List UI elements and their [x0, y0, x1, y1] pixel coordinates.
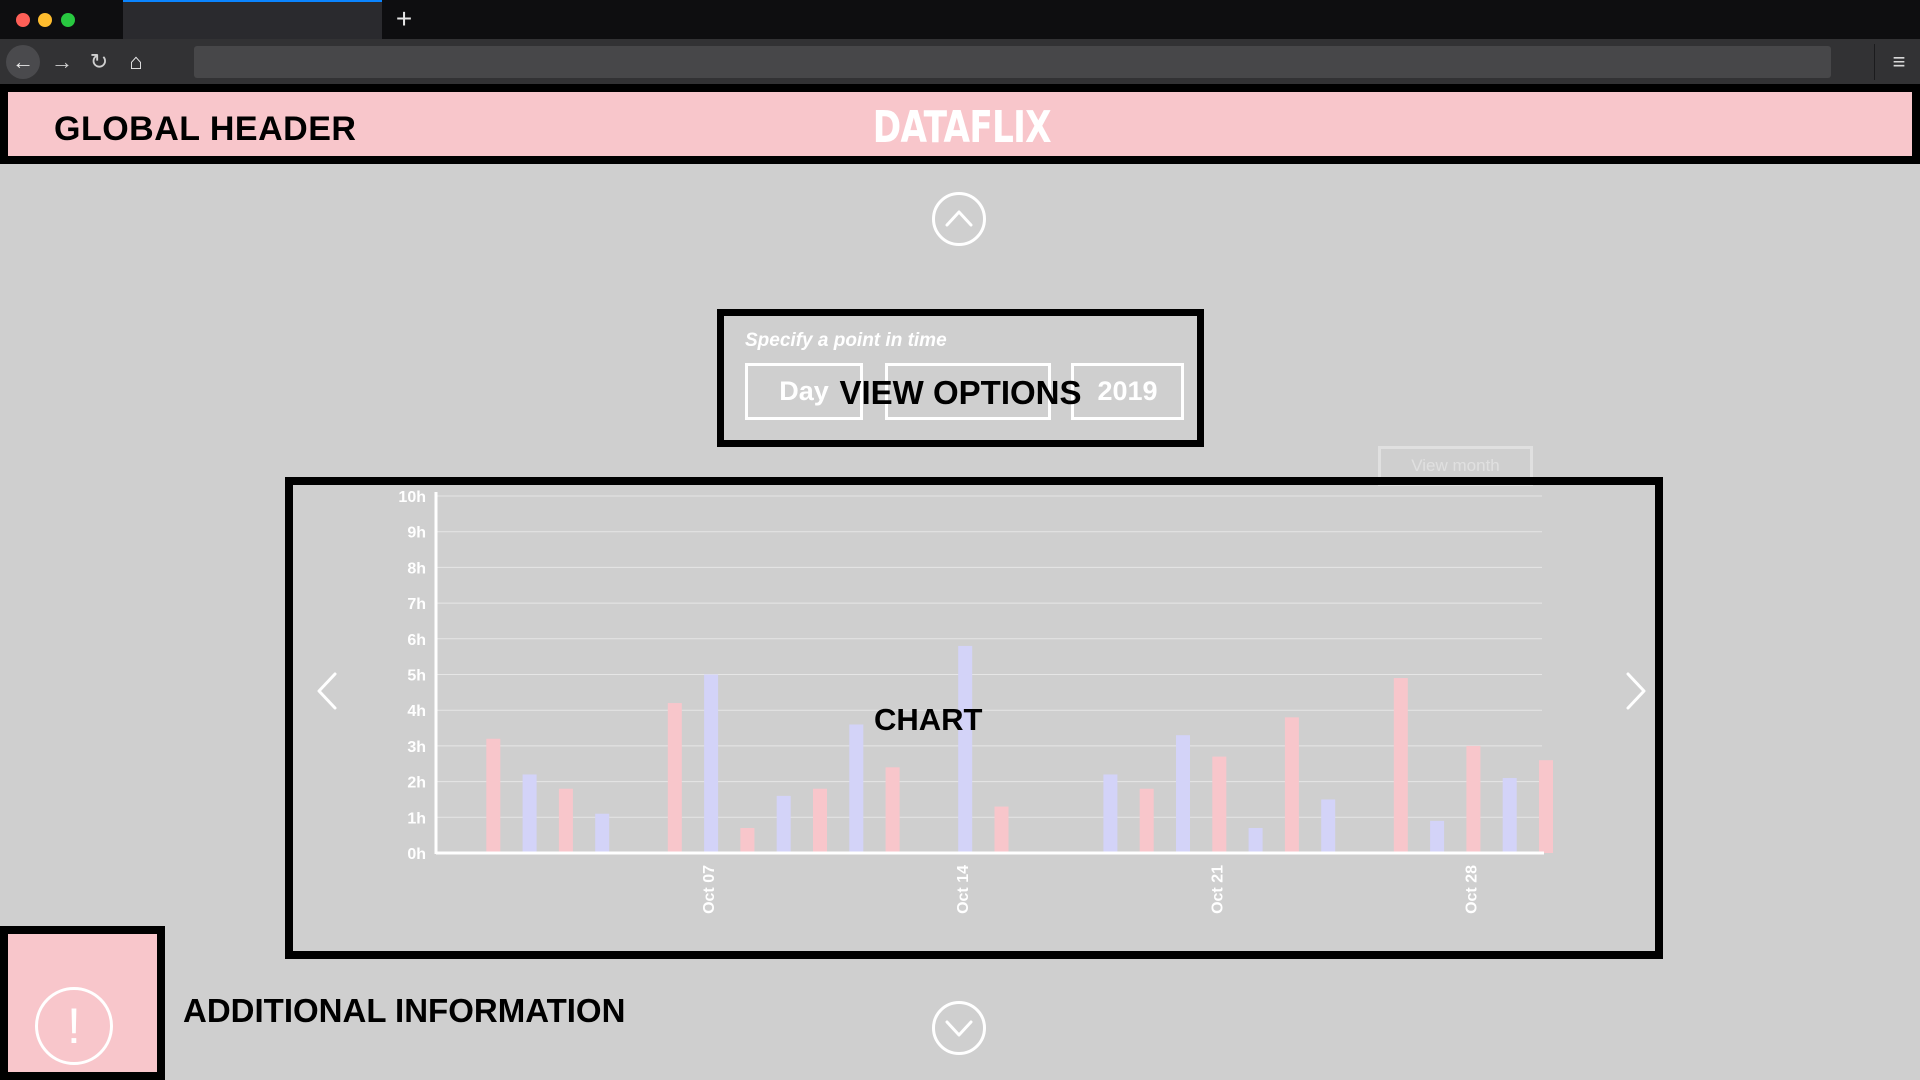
additional-information-label: ADDITIONAL INFORMATION	[183, 992, 626, 1029]
reload-button[interactable]: ↻	[82, 45, 116, 79]
chart-label: CHART	[874, 702, 983, 737]
close-window-button[interactable]	[16, 13, 30, 27]
home-icon: ⌂	[129, 49, 143, 74]
x-tick-label: Oct 21	[1209, 865, 1226, 914]
bar	[885, 767, 900, 853]
bar	[994, 806, 1009, 853]
bar	[1466, 745, 1481, 853]
y-tick-label: 8h	[407, 560, 426, 577]
y-tick-label: 4h	[407, 703, 426, 720]
alert-icon[interactable]: !	[35, 987, 113, 1065]
x-tick-label: Oct 07	[701, 865, 718, 914]
scroll-down-button[interactable]	[932, 1001, 986, 1055]
y-tick-label: 6h	[407, 632, 426, 649]
chart-next-arrow-icon[interactable]	[1616, 666, 1656, 716]
y-tick-label: 1h	[407, 810, 426, 827]
back-button[interactable]: ←	[6, 45, 40, 79]
y-tick-label: 5h	[407, 668, 426, 685]
bar	[1321, 799, 1336, 853]
chevron-down-icon	[945, 1020, 973, 1037]
time-point-hint: Specify a point in time	[745, 330, 947, 351]
bar	[1539, 760, 1553, 853]
bar	[1284, 717, 1299, 853]
back-arrow-icon: ←	[12, 49, 34, 74]
x-tick-label: Oct 28	[1463, 865, 1480, 914]
y-tick-label: 3h	[407, 739, 426, 756]
url-bar[interactable]	[194, 46, 1831, 78]
y-tick-label: 9h	[407, 525, 426, 542]
bar	[558, 788, 573, 853]
y-tick-label: 7h	[407, 596, 426, 613]
day-selector[interactable]: Day	[745, 363, 863, 420]
bar	[776, 795, 791, 853]
dataflix-logo[interactable]: DATAFLIX	[872, 102, 1052, 153]
reload-icon: ↻	[89, 49, 109, 74]
new-tab-button[interactable]: +	[395, 3, 413, 34]
bar-chart: 0h 1h 2h 3h 4h 5h 6h 7h 8h 9h 10h Oct 07 Oct 14 Oct 2…	[398, 489, 1553, 914]
bar	[1248, 828, 1263, 853]
bar	[1393, 678, 1408, 853]
bar	[595, 813, 610, 853]
view-options-panel: Specify a point in time Day 2019 VIEW OP…	[717, 309, 1204, 447]
global-header: GLOBAL HEADER DATAFLIX	[0, 84, 1920, 164]
bar	[1212, 756, 1227, 853]
year-selector[interactable]: 2019	[1071, 363, 1184, 420]
bar	[522, 774, 537, 853]
bar	[486, 738, 501, 853]
info-panel[interactable]: !	[0, 926, 165, 1080]
toolbar-divider	[1874, 44, 1875, 80]
bar	[704, 674, 719, 853]
menu-button[interactable]: ≡	[1882, 45, 1916, 79]
month-selector[interactable]	[885, 363, 1051, 420]
x-tick-label: Oct 14	[955, 865, 972, 914]
minimize-window-button[interactable]	[38, 13, 52, 27]
y-tick-label: 0h	[407, 846, 426, 863]
home-button[interactable]: ⌂	[119, 45, 153, 79]
bar	[1103, 774, 1118, 853]
bar	[740, 828, 755, 853]
bar	[813, 788, 827, 853]
y-tick-label: 10h	[398, 489, 426, 506]
bar	[1502, 778, 1517, 853]
view-options-label: VIEW OPTIONS	[839, 374, 1082, 411]
chevron-up-icon	[945, 210, 973, 227]
browser-tab[interactable]	[123, 0, 382, 39]
bar	[1430, 820, 1445, 853]
forward-button[interactable]: →	[45, 45, 79, 79]
bar	[1176, 735, 1190, 853]
global-header-label: GLOBAL HEADER	[54, 110, 357, 148]
bar	[1139, 788, 1154, 853]
maximize-window-button[interactable]	[61, 13, 75, 27]
hamburger-menu-icon: ≡	[1892, 49, 1906, 74]
scroll-up-button[interactable]	[932, 192, 986, 246]
bar	[667, 703, 682, 853]
forward-arrow-icon: →	[51, 49, 73, 74]
bar	[958, 645, 973, 853]
bar	[849, 724, 864, 853]
chart-previous-arrow-icon[interactable]	[307, 666, 347, 716]
y-tick-label: 2h	[407, 775, 426, 792]
chart-panel: 0h 1h 2h 3h 4h 5h 6h 7h 8h 9h 10h Oct 07 Oct 14 Oct 2…	[285, 477, 1663, 959]
